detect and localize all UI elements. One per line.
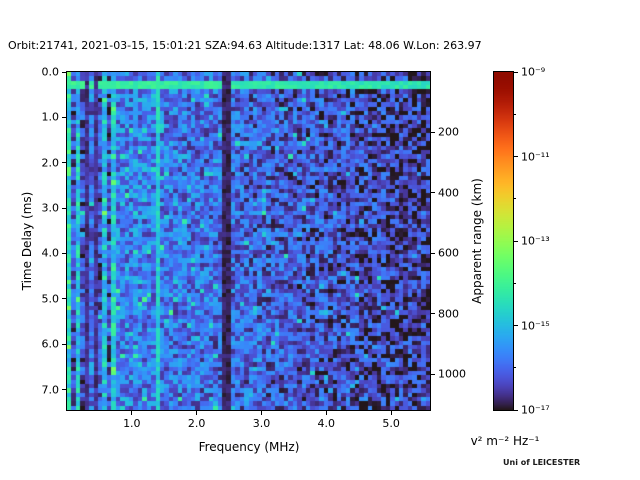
range-tick-label: 200	[438, 125, 459, 139]
y-tick-label: 5.0	[41, 292, 60, 306]
y-axis-label-right: Apparent range (km)	[470, 178, 484, 304]
colorbar-minor-tick-mark	[514, 198, 516, 200]
x-tick-label: 4.0	[317, 417, 336, 430]
colorbar-tick-mark	[514, 409, 518, 411]
colorbar-minor-tick-mark	[514, 282, 516, 284]
y-tick-label: 1.0	[41, 110, 60, 124]
colorbar-tick-label: 10⁻¹⁷	[521, 403, 550, 417]
colorbar-tick-label: 10⁻¹⁵	[521, 319, 550, 332]
y-tick-label: 7.0	[41, 383, 60, 397]
x-tick-label: 5.0	[382, 417, 400, 430]
y-tick-mark	[62, 298, 66, 300]
range-tick-label: 400	[438, 186, 459, 200]
spectrogram-heatmap	[66, 71, 431, 411]
x-tick-label: 3.0	[252, 417, 271, 430]
range-tick-mark	[431, 252, 435, 254]
colorbar-tick-label: 10⁻¹¹	[521, 150, 550, 163]
colorbar-tick-mark	[514, 325, 518, 326]
colorbar-tick-mark	[514, 240, 518, 242]
y-tick-label: 2.0	[41, 156, 60, 170]
range-tick-mark	[431, 192, 435, 194]
colorbar-tick-label: 10⁻¹³	[521, 234, 550, 248]
x-tick-mark	[390, 411, 392, 415]
y-tick-mark	[62, 252, 66, 254]
y-tick-mark	[62, 389, 66, 391]
y-tick-mark	[62, 71, 66, 73]
figure-title: Orbit:21741, 2021-03-15, 15:01:21 SZA:94…	[8, 39, 482, 52]
x-tick-mark	[325, 411, 327, 415]
colorbar-tick-mark	[514, 156, 518, 157]
y-tick-mark	[62, 116, 66, 118]
y-tick-label: 3.0	[41, 201, 60, 215]
colorbar-tick-mark	[514, 71, 518, 73]
colorbar-minor-tick-mark	[514, 367, 516, 369]
y-tick-label: 4.0	[41, 246, 60, 260]
x-tick-label: 2.0	[187, 417, 206, 430]
y-tick-label: 6.0	[41, 337, 60, 351]
x-tick-mark	[196, 411, 198, 415]
range-tick-label: 1000	[438, 367, 466, 381]
range-tick-mark	[431, 131, 435, 133]
range-tick-label: 800	[438, 307, 459, 321]
y-tick-label: 0.0	[41, 65, 60, 79]
range-tick-label: 600	[438, 246, 459, 260]
range-tick-mark	[431, 373, 435, 375]
x-axis-label: Frequency (MHz)	[198, 440, 300, 454]
y-axis-label-left: Time Delay (ms)	[20, 191, 34, 291]
y-tick-mark	[62, 207, 66, 209]
colorbar-minor-tick-mark	[514, 113, 516, 115]
range-tick-mark	[431, 313, 435, 315]
x-tick-label: 1.0	[123, 417, 141, 430]
x-tick-mark	[131, 411, 133, 415]
colorbar-tick-label: 10⁻⁹	[521, 65, 546, 79]
credit-text: Uni of LEICESTER	[503, 458, 581, 467]
y-tick-mark	[62, 343, 66, 345]
y-tick-mark	[62, 162, 66, 164]
colorbar	[493, 71, 514, 411]
x-tick-mark	[260, 411, 262, 415]
colorbar-unit-label: v² m⁻² Hz⁻¹	[470, 434, 540, 448]
